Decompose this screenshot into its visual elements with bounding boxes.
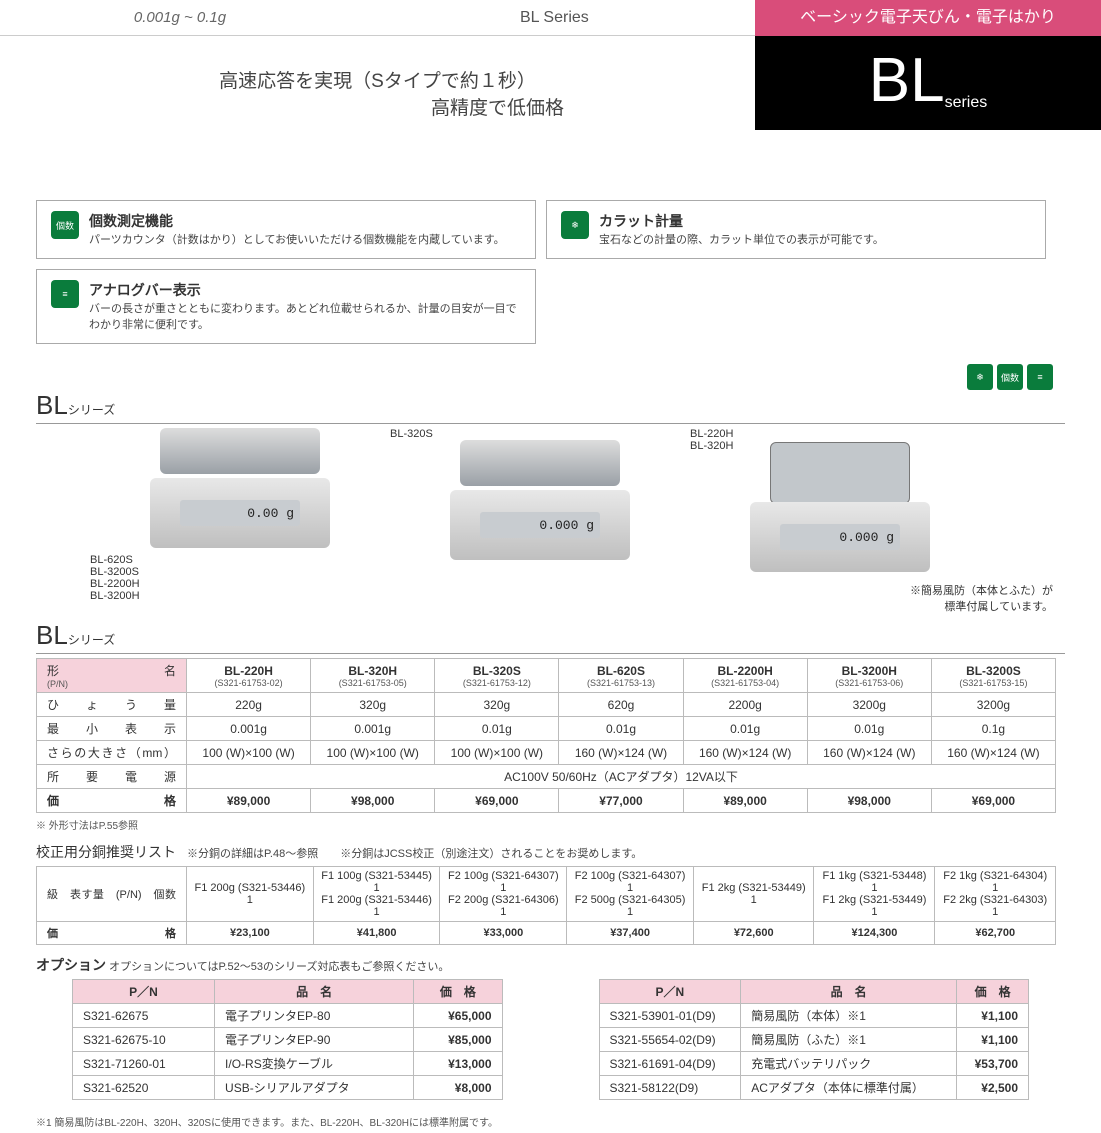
display-readout: 0.000 g [480, 512, 600, 538]
series-name-en: BL Series [360, 0, 755, 36]
options-heading: オプション オプションについてはP.52～53のシリーズ対応表もご参照ください。 [36, 955, 1065, 975]
series-badge-small: series [945, 94, 988, 111]
precision-range: 0.001g ~ 0.1g [0, 0, 360, 36]
footnote-dimensions: ※ 外形寸法はP.55参照 [36, 817, 1065, 832]
col-320h: BL-320H(S321-61753-05) [311, 659, 435, 693]
spec-table: 形 名(P/N) BL-220H(S321-61753-02) BL-320H(… [36, 658, 1056, 813]
feature-title: 個数測定機能 [89, 211, 505, 231]
mini-feature-icons: ❄ 個数 ≡ [0, 364, 1053, 390]
col-620s: BL-620S(S321-61753-13) [559, 659, 683, 693]
display-readout: 0.00 g [180, 500, 300, 526]
options-table-b: P／N品 名価 格 S321-53901-01(D9)簡易風防（本体）※1¥1,… [599, 979, 1030, 1100]
feature-desc: パーツカウンタ（計数はかり）としてお使いいただける個数機能を内蔵しています。 [89, 233, 505, 248]
feature-counting: 個数 個数測定機能 パーツカウンタ（計数はかり）としてお使いいただける個数機能を… [36, 200, 536, 259]
bar-icon: ≡ [51, 280, 79, 308]
footnote-windshield: ※1 簡易風防はBL-220H、320H、320Sに使用できます。また、BL-2… [36, 1114, 1065, 1129]
col-320s: BL-320S(S321-61753-12) [435, 659, 559, 693]
col-3200h: BL-3200H(S321-61753-06) [807, 659, 931, 693]
feature-desc: 宝石などの計量の際、カラット単位での表示が可能です。 [599, 233, 884, 248]
counting-icon: 個数 [997, 364, 1023, 390]
carat-icon: ❄ [561, 211, 589, 239]
feature-desc: バーの長さが重さとともに変わります。あとどれ位載せられるか、計量の目安が一目でわ… [89, 302, 521, 333]
series-badge: BLseries [755, 36, 1101, 130]
photo-3: BL-220H BL-320H 0.000 g [720, 428, 960, 602]
row-model: 形 名(P/N) [37, 659, 187, 693]
feature-title: アナログバー表示 [89, 280, 521, 300]
col-2200h: BL-2200H(S321-61753-04) [683, 659, 807, 693]
series-badge-big: BL [869, 46, 945, 115]
display-readout: 0.000 g [780, 524, 900, 550]
bar-icon: ≡ [1027, 364, 1053, 390]
top-header: 0.001g ~ 0.1g BL Series ベーシック電子天びん・電子はかり [0, 0, 1101, 36]
feature-title: カラット計量 [599, 211, 884, 231]
carat-icon: ❄ [967, 364, 993, 390]
calib-heading: 校正用分銅推奨リスト ※分銅の詳細はP.48～参照 ※分銅はJCSS校正（別途注… [36, 842, 1065, 862]
feature-carat: ❄ カラット計量 宝石などの計量の際、カラット単位での表示が可能です。 [546, 200, 1046, 259]
headline-l2: 高精度で低価格 [0, 93, 755, 120]
photo-label: BL-320S [390, 428, 660, 440]
banner: 高速応答を実現（Sタイプで約１秒） 高精度で低価格 BLseries [0, 36, 1101, 130]
spec-section-title: BLシリーズ [36, 620, 1065, 654]
photo-label: BL-620S BL-3200S BL-2200H BL-3200H [90, 554, 360, 602]
col-220h: BL-220H(S321-61753-02) [187, 659, 311, 693]
photo-1: 0.00 g BL-620S BL-3200S BL-2200H BL-3200… [120, 428, 360, 602]
headline-l1: 高速応答を実現（Sタイプで約１秒） [0, 66, 755, 93]
feature-analogbar: ≡ アナログバー表示 バーの長さが重さとともに変わります。あとどれ位載せられるか… [36, 269, 536, 344]
category-title-jp: ベーシック電子天びん・電子はかり [755, 0, 1101, 36]
col-3200s: BL-3200S(S321-61753-15) [931, 659, 1055, 693]
counting-icon: 個数 [51, 211, 79, 239]
product-photos: 0.00 g BL-620S BL-3200S BL-2200H BL-3200… [120, 428, 1065, 602]
feature-boxes: 個数 個数測定機能 パーツカウンタ（計数はかり）としてお使いいただける個数機能を… [36, 200, 1065, 344]
section-title: BLシリーズ [36, 390, 1065, 424]
options-table-a: P／N品 名価 格 S321-62675電子プリンタEP-80¥65,000 S… [72, 979, 503, 1100]
calib-table: 級 表す量 (P/N) 個数 F1 200g (S321-53446) 1 F1… [36, 866, 1056, 945]
photo-2: BL-320S 0.000 g [420, 428, 660, 602]
headline: 高速応答を実現（Sタイプで約１秒） 高精度で低価格 [0, 36, 755, 130]
